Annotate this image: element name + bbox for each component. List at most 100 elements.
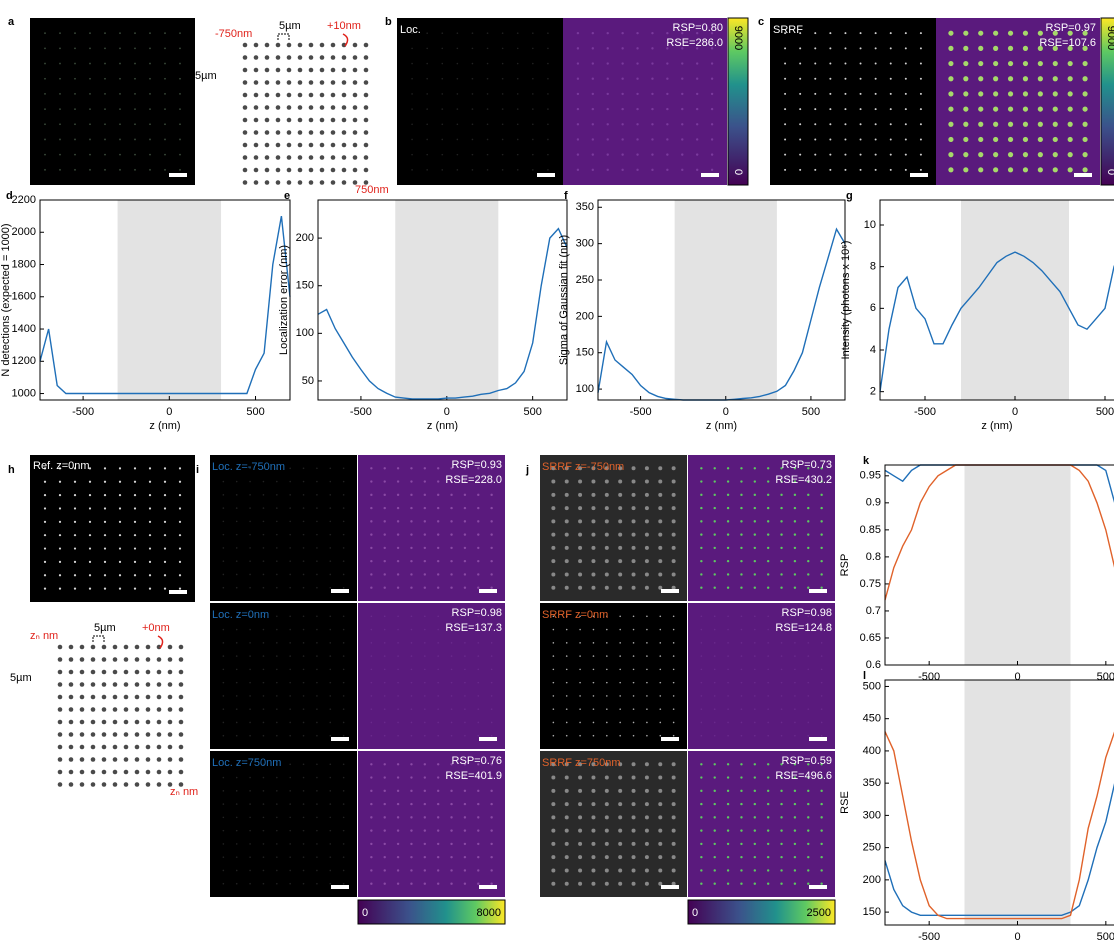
spot bbox=[249, 587, 251, 589]
grid-dot bbox=[276, 43, 281, 48]
spot bbox=[424, 587, 426, 589]
spot bbox=[1008, 122, 1013, 127]
spot bbox=[437, 629, 439, 631]
spot bbox=[289, 883, 291, 885]
grid-dot bbox=[320, 130, 325, 135]
spot bbox=[700, 856, 702, 858]
spot bbox=[370, 776, 372, 778]
spot bbox=[767, 722, 769, 724]
spot bbox=[329, 547, 331, 549]
grid-dot bbox=[58, 782, 63, 787]
spot bbox=[780, 560, 782, 562]
spot bbox=[517, 63, 519, 65]
spot bbox=[370, 480, 372, 482]
spot bbox=[1038, 76, 1043, 81]
spot bbox=[807, 507, 809, 509]
spot bbox=[149, 574, 151, 576]
spot bbox=[263, 803, 265, 805]
spot bbox=[1053, 122, 1058, 127]
spot bbox=[591, 546, 595, 550]
grid-dot bbox=[287, 43, 292, 48]
spot bbox=[437, 547, 439, 549]
spot bbox=[303, 790, 305, 792]
grid-dot bbox=[102, 745, 107, 750]
spot bbox=[1053, 137, 1058, 142]
spacing-y: 5µm bbox=[195, 70, 217, 82]
scale-bar bbox=[661, 589, 679, 593]
spot bbox=[1008, 152, 1013, 157]
spot bbox=[472, 123, 474, 125]
spot bbox=[551, 546, 555, 550]
spot bbox=[464, 735, 466, 737]
grid-dot bbox=[298, 80, 303, 85]
spot bbox=[565, 815, 569, 819]
spot bbox=[636, 32, 638, 34]
spot bbox=[592, 62, 594, 64]
spot bbox=[119, 467, 121, 469]
y-tick-label: 100 bbox=[576, 383, 594, 395]
spot bbox=[814, 93, 816, 95]
spot bbox=[397, 629, 399, 631]
spot bbox=[464, 869, 466, 871]
spot bbox=[149, 494, 151, 496]
scale-bar bbox=[479, 737, 497, 741]
grid-dot bbox=[168, 770, 173, 775]
spot bbox=[249, 695, 251, 697]
spot bbox=[450, 856, 452, 858]
spot bbox=[289, 735, 291, 737]
grid-dot bbox=[146, 682, 151, 687]
spot bbox=[781, 695, 783, 697]
spot bbox=[532, 63, 534, 65]
colorbar-min: 0 bbox=[362, 907, 368, 919]
spot bbox=[411, 655, 413, 657]
y-tick-label: 150 bbox=[576, 347, 594, 359]
spot bbox=[632, 829, 636, 833]
spot bbox=[578, 559, 582, 563]
spot bbox=[464, 708, 466, 710]
spot bbox=[844, 138, 846, 140]
spot bbox=[780, 573, 782, 575]
spot bbox=[289, 763, 291, 765]
spot bbox=[993, 137, 998, 142]
spot bbox=[632, 815, 636, 819]
grid-dot bbox=[80, 782, 85, 787]
grid-dot bbox=[265, 55, 270, 60]
spot bbox=[384, 573, 386, 575]
y-tick-label: 0.9 bbox=[866, 497, 881, 509]
spot bbox=[74, 588, 76, 590]
grid-dot bbox=[69, 682, 74, 687]
spot bbox=[450, 843, 452, 845]
spot bbox=[754, 843, 756, 845]
grid-dot bbox=[353, 43, 358, 48]
scale-bar bbox=[331, 589, 349, 593]
spot bbox=[591, 882, 595, 886]
spot bbox=[820, 587, 822, 589]
grid-dot bbox=[254, 180, 259, 185]
spot bbox=[592, 123, 594, 125]
spot bbox=[781, 669, 783, 671]
grid-dot bbox=[320, 143, 325, 148]
grid-dot bbox=[80, 745, 85, 750]
spot bbox=[236, 843, 238, 845]
spot bbox=[276, 870, 278, 872]
spot bbox=[794, 722, 796, 724]
grid-dot bbox=[69, 695, 74, 700]
spot bbox=[472, 169, 474, 171]
spot bbox=[316, 560, 318, 562]
spot bbox=[700, 507, 702, 509]
spot bbox=[477, 722, 479, 724]
spot bbox=[179, 588, 181, 590]
grid-dot bbox=[298, 180, 303, 185]
spot bbox=[658, 868, 662, 872]
spot bbox=[807, 816, 809, 818]
spot bbox=[119, 108, 121, 110]
spot bbox=[410, 883, 412, 885]
grid-dot bbox=[58, 770, 63, 775]
spot bbox=[134, 574, 136, 576]
scale-bar bbox=[331, 885, 349, 889]
grid-dot bbox=[102, 732, 107, 737]
spot bbox=[547, 139, 549, 141]
row-title: SRRF z=0nm bbox=[542, 609, 608, 621]
spot bbox=[289, 467, 291, 469]
spot bbox=[370, 829, 372, 831]
